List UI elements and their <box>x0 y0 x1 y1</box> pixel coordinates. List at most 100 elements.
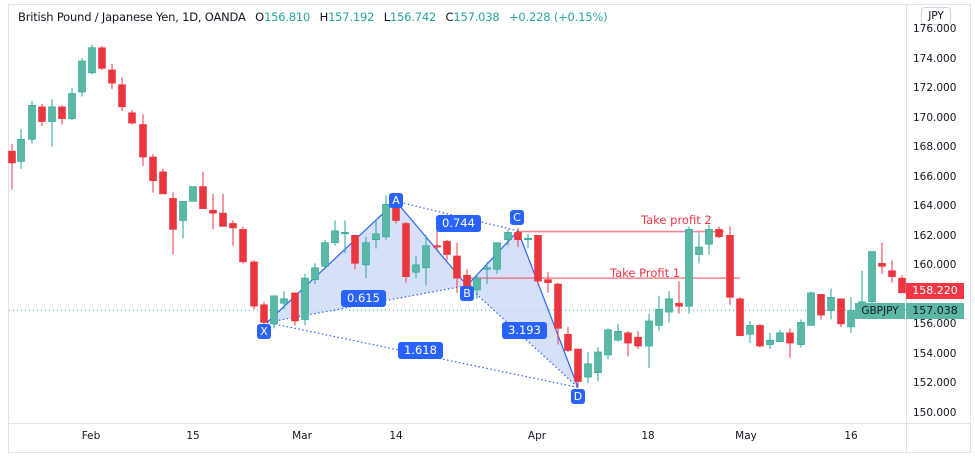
previous-close-tag: 158.220 <box>906 283 964 299</box>
ratio-line-xd[interactable] <box>266 321 579 389</box>
price-tick: 164.000 <box>913 200 957 213</box>
candle-body <box>685 229 693 307</box>
high-key: H <box>319 10 329 24</box>
candle-body <box>331 230 339 243</box>
point-c-label[interactable]: C <box>510 210 524 225</box>
candle-body <box>372 233 380 241</box>
candle-body <box>817 294 825 316</box>
point-b-label[interactable]: B <box>460 286 474 301</box>
ratio-bd-label[interactable]: 3.193 <box>502 322 547 339</box>
candle-body <box>108 69 116 84</box>
price-tick: 168.000 <box>913 141 957 154</box>
take-profit-2-label[interactable]: Take profit 2 <box>641 213 712 227</box>
time-tick: Feb <box>81 430 101 442</box>
price-tick: 154.000 <box>913 347 957 360</box>
ratio-line-bd[interactable] <box>466 285 579 388</box>
leg-cd[interactable] <box>517 230 579 388</box>
low-key: L <box>383 10 390 24</box>
price-tick: 170.000 <box>913 111 957 124</box>
candle-body <box>412 264 420 273</box>
point-x-label[interactable]: X <box>257 324 271 339</box>
candle-body <box>58 106 66 119</box>
candle-body <box>291 292 299 322</box>
candle-body <box>321 242 329 267</box>
time-axis-divider <box>8 423 971 424</box>
change-value: +0.228 (+0.15%) <box>509 10 608 24</box>
candle-body <box>443 240 451 255</box>
symbol-name[interactable]: British Pound / Japanese Yen, 1D, OANDA <box>18 10 246 24</box>
open-value: 156.810 <box>263 10 311 24</box>
candle-body <box>564 333 572 351</box>
ratio-line-xb[interactable] <box>266 284 468 324</box>
open-key: O <box>255 10 264 24</box>
candle-body <box>88 47 96 74</box>
candle-body <box>189 186 197 202</box>
candle-body <box>98 47 106 69</box>
time-tick: Apr <box>527 430 547 442</box>
candle-body <box>544 279 552 283</box>
candle-body <box>898 277 906 294</box>
candle-body <box>524 237 532 241</box>
symbol-legend: British Pound / Japanese Yen, 1D, OANDA … <box>18 10 608 24</box>
candle-body <box>878 263 886 267</box>
candle-body <box>726 235 734 298</box>
ratio-xb-label[interactable]: 0.615 <box>341 290 386 307</box>
candle-body <box>219 212 227 227</box>
candle-body <box>514 232 522 241</box>
candle-body <box>766 339 774 345</box>
time-tick: 18 <box>641 430 655 442</box>
candle-body <box>534 235 542 282</box>
point-d-label[interactable]: D <box>571 389 585 404</box>
candle-body <box>837 298 845 325</box>
candle-body <box>756 325 764 347</box>
candle-body <box>179 201 187 221</box>
candle-body <box>776 332 784 342</box>
candle-body <box>493 242 501 270</box>
candle-body <box>594 351 602 373</box>
take-profit-1-label[interactable]: Take Profit 1 <box>610 266 681 280</box>
currency-button[interactable]: JPY <box>921 7 951 25</box>
candle-body <box>229 223 237 229</box>
candle-body <box>209 209 217 214</box>
candle-body <box>382 203 390 238</box>
time-tick: May <box>735 430 757 442</box>
candle-body <box>614 331 622 341</box>
price-tick: 152.000 <box>913 377 957 390</box>
candle-body <box>746 325 754 335</box>
point-a-label[interactable]: A <box>389 193 403 208</box>
price-tick: 172.000 <box>913 82 957 95</box>
ratio-line-ac[interactable] <box>395 200 519 232</box>
candle-body <box>28 105 36 140</box>
candle-body <box>392 206 400 221</box>
candle-body <box>311 267 319 280</box>
candle-body <box>634 336 642 347</box>
candle-body <box>655 308 663 326</box>
candle-body <box>38 106 46 122</box>
price-tick: 160.000 <box>913 259 957 272</box>
candle-body <box>149 156 157 181</box>
price-tick: 156.000 <box>913 318 957 331</box>
candle-body <box>847 310 855 328</box>
bcd-triangle[interactable] <box>467 230 578 388</box>
leg-xa[interactable] <box>266 200 397 323</box>
candle-body <box>250 261 258 307</box>
ratio-xd-label[interactable]: 1.618 <box>398 342 443 359</box>
candle-body <box>118 84 126 108</box>
candle-body <box>483 267 491 270</box>
candle-body <box>786 332 794 344</box>
time-tick: 16 <box>844 430 858 442</box>
symbol-tag: GBPJPY <box>855 303 905 319</box>
chart-frame <box>8 4 971 453</box>
time-tick: Mar <box>292 430 312 442</box>
candle-body <box>888 270 896 277</box>
candle-body <box>17 138 25 162</box>
candle-body <box>574 348 582 382</box>
candle-body <box>604 329 612 356</box>
candle-body <box>624 332 632 344</box>
close-key: C <box>445 10 454 24</box>
ratio-ac-label[interactable]: 0.744 <box>436 215 481 232</box>
candle-body <box>402 223 410 277</box>
candle-body <box>504 232 512 241</box>
candle-body <box>199 186 207 210</box>
